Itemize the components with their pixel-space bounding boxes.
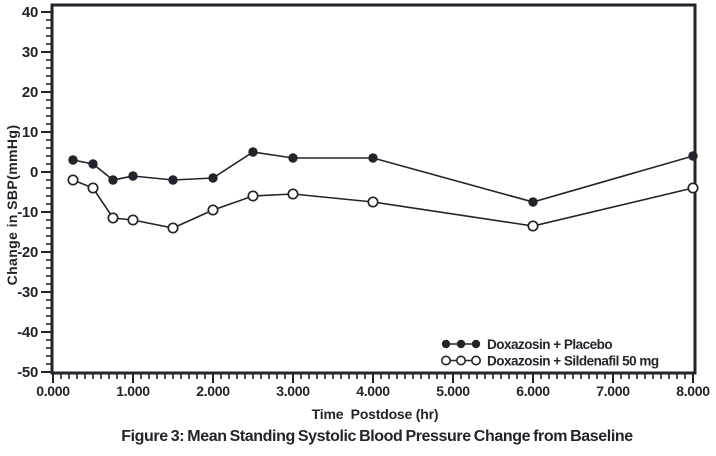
data-point-placebo-filled-circle-icon [248,147,258,157]
series-line-placebo [72,151,694,203]
x-axis-label: Time Postdose (hr) [311,406,439,422]
plot-border [50,3,697,375]
data-point-placebo-filled-circle-icon [88,159,98,169]
x-tick-label: 0.000 [36,383,70,399]
data-point-placebo-filled-circle-icon [368,153,378,163]
data-point-sildenafil-open-circle-icon [687,182,699,194]
figure-title: Figure 3: Mean Standing Systolic Blood P… [121,428,633,445]
legend-open-circle-icon [470,355,481,366]
legend-item: Doxazosin + Sildenafil 50 mg [440,354,659,369]
data-point-placebo-filled-circle-icon [208,173,218,183]
y-axis-label: Change in SBP(mmHg) [4,124,20,286]
y-tick-label: 0 [30,164,38,181]
legend-filled-circle-icon [441,339,451,349]
legend-filled-circle-icon [471,339,481,349]
x-tick-label: 5.000 [436,383,470,399]
y-tick-label: -50 [17,364,38,381]
y-tick-label: 20 [22,84,38,101]
data-point-sildenafil-open-circle-icon [367,196,379,208]
legend-item: Doxazosin + Placebo [441,337,613,352]
y-tick-label: -20 [17,244,38,261]
data-point-placebo-filled-circle-icon [168,175,178,185]
x-tick-label: 3.000 [276,383,310,399]
data-point-sildenafil-open-circle-icon [87,182,99,194]
y-tick-label: 30 [22,44,38,61]
data-point-sildenafil-open-circle-icon [247,190,259,202]
data-point-placebo-filled-circle-icon [68,155,78,165]
x-tick-label: 7.000 [596,383,630,399]
data-point-sildenafil-open-circle-icon [207,204,219,216]
data-point-sildenafil-open-circle-icon [287,188,299,200]
data-point-sildenafil-open-circle-icon [127,214,139,226]
legend-open-circle-icon [455,355,466,366]
data-point-placebo-filled-circle-icon [108,175,118,185]
data-point-sildenafil-open-circle-icon [107,212,119,224]
legend: Doxazosin + Placebo Doxazosin + Sildenafi… [440,337,659,369]
x-tick-label: 8.000 [676,383,710,399]
data-point-placebo-filled-circle-icon [128,171,138,181]
y-tick-label: -30 [17,284,38,301]
data-point-sildenafil-open-circle-icon [167,222,179,234]
y-tick-label: 10 [22,124,38,141]
legend-open-circle-icon [440,355,451,366]
data-point-placebo-filled-circle-icon [288,153,298,163]
x-tick-label: 6.000 [516,383,550,399]
x-tick-label: 1.000 [116,383,150,399]
series-line-sildenafil [72,179,694,229]
legend-label: Doxazosin + Placebo [487,337,612,352]
y-tick-label: 40 [22,4,38,21]
x-tick-label: 4.000 [356,383,390,399]
data-point-sildenafil-open-circle-icon [527,220,539,232]
y-tick-label: -10 [17,204,38,221]
data-point-placebo-filled-circle-icon [528,197,538,207]
legend-filled-circle-icon [456,339,466,349]
x-tick-label: 2.000 [196,383,230,399]
data-point-sildenafil-open-circle-icon [67,174,79,186]
y-tick-label: -40 [17,324,38,341]
data-point-placebo-filled-circle-icon [688,151,698,161]
legend-label: Doxazosin + Sildenafil 50 mg [487,354,659,369]
